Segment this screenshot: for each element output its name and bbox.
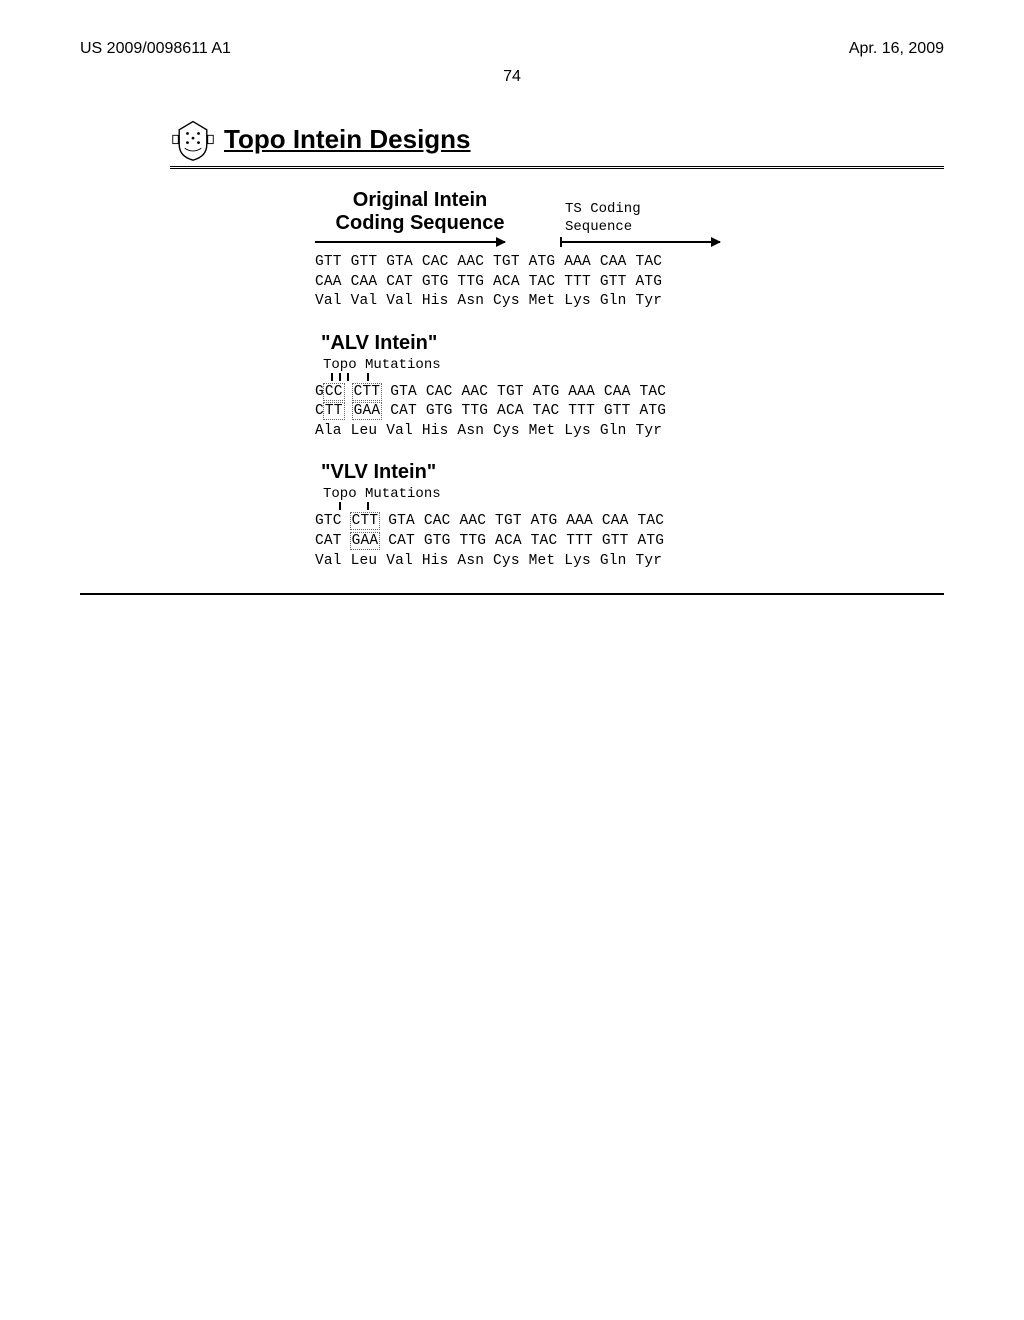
- vlv-seq-antisense: CAT GAA CAT GTG TTG ACA TAC TTT GTT ATG: [315, 532, 1024, 552]
- arrow-left-icon: [315, 241, 505, 243]
- orig-seq-antisense: CAA CAA CAT GTG TTG ACA TAC TTT GTT ATG: [315, 273, 1024, 293]
- alv-mut-label: Topo Mutations: [323, 357, 1024, 373]
- section-alv: "ALV Intein" Topo Mutations GCC CTT GTA …: [315, 332, 1024, 442]
- title-row: Topo Intein Designs: [170, 116, 944, 169]
- vlv-heading: "VLV Intein": [321, 461, 1024, 484]
- ts-label-l1: TS Coding: [565, 201, 641, 217]
- original-heading-l2: Coding Sequence: [315, 212, 525, 235]
- alv-seq-aa: Ala Leu Val His Asn Cys Met Lys Gln Tyr: [315, 422, 1024, 442]
- mutation-ticks-icon: [317, 502, 397, 512]
- original-heading-l1: Original Intein: [315, 189, 525, 212]
- arrow-right-icon: [560, 241, 720, 243]
- arrows-row: [315, 235, 735, 253]
- page-number: 74: [0, 68, 1024, 116]
- alv-heading: "ALV Intein": [321, 332, 1024, 355]
- publication-date: Apr. 16, 2009: [849, 40, 944, 58]
- vlv-mut-label: Topo Mutations: [323, 486, 1024, 502]
- section-original: Original Intein Coding Sequence TS Codin…: [315, 189, 1024, 312]
- orig-seq-sense: GTT GTT GTA CAC AAC TGT ATG AAA CAA TAC: [315, 253, 1024, 273]
- mutation-ticks-icon: [317, 373, 397, 383]
- bottom-rule: [80, 593, 944, 595]
- vlv-seq-sense: GTC CTT GTA CAC AAC TGT ATG AAA CAA TAC: [315, 512, 1024, 532]
- vlv-seq-aa: Val Leu Val His Asn Cys Met Lys Gln Tyr: [315, 552, 1024, 572]
- section-vlv: "VLV Intein" Topo Mutations GTC CTT GTA …: [315, 461, 1024, 571]
- publication-number: US 2009/0098611 A1: [80, 40, 231, 58]
- ts-label-l2: Sequence: [565, 219, 632, 235]
- crest-icon: [170, 116, 216, 162]
- alv-seq-antisense: CTT GAA CAT GTG TTG ACA TAC TTT GTT ATG: [315, 402, 1024, 422]
- page-title: Topo Intein Designs: [224, 124, 471, 155]
- orig-seq-aa: Val Val Val His Asn Cys Met Lys Gln Tyr: [315, 292, 1024, 312]
- alv-seq-sense: GCC CTT GTA CAC AAC TGT ATG AAA CAA TAC: [315, 383, 1024, 403]
